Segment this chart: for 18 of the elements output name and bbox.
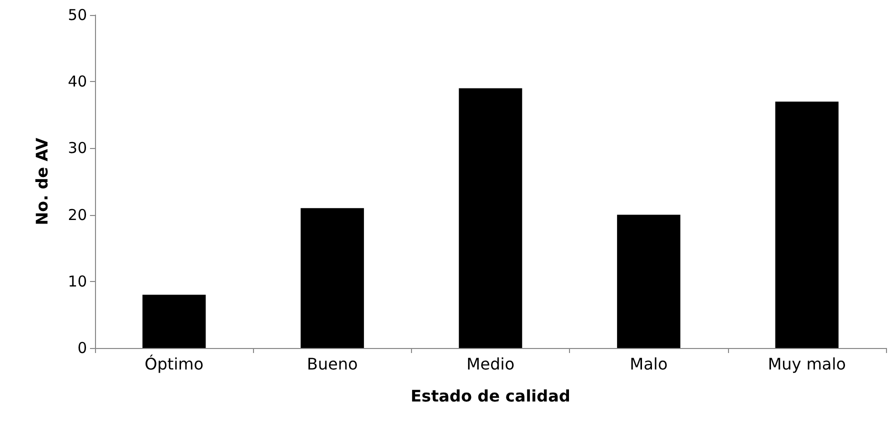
x-tick-label: Muy malo [768, 354, 846, 374]
x-tick-label: Bueno [306, 354, 358, 374]
y-tick-label: 40 [68, 72, 87, 91]
bar [300, 208, 364, 348]
bar [775, 102, 839, 348]
bar [617, 214, 680, 348]
x-axis-title: Estado de calidad [410, 386, 570, 406]
y-tick-label: 20 [68, 206, 87, 224]
x-tick-label: Medio [466, 354, 515, 374]
x-tick-label: Óptimo [144, 354, 204, 374]
y-tick-label: 50 [68, 6, 87, 24]
y-axis-title: No. de AV [32, 137, 52, 226]
x-tick-label: Malo [630, 354, 668, 374]
bar [142, 294, 206, 348]
y-tick-label: 0 [77, 339, 87, 357]
y-tick-label: 30 [68, 139, 87, 158]
bar [458, 88, 522, 348]
y-tick-label: 10 [68, 272, 87, 290]
